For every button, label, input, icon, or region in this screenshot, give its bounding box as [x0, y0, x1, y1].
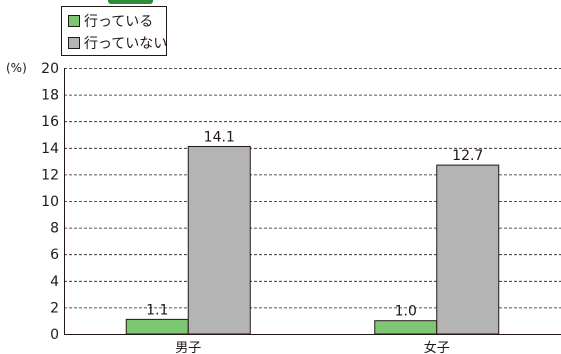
y-tick-label-20: 20 — [41, 61, 59, 77]
legend-item-series-1: 行っていない — [68, 33, 167, 53]
legend-item-series-0: 行っている — [68, 11, 153, 31]
data-label-男子-series-1: 14.1 — [204, 129, 235, 145]
legend-label-series-1: 行っていない — [84, 36, 168, 52]
x-category-label-1: 女子 — [424, 340, 450, 354]
axes — [64, 68, 561, 335]
y-tick-label-4: 4 — [50, 274, 59, 290]
bar-女子-series-0 — [374, 320, 438, 335]
y-tick-label-18: 18 — [41, 88, 59, 104]
y-tick-label-16: 16 — [41, 114, 59, 130]
y-tick-label-12: 12 — [41, 167, 59, 183]
legend: 行っている 行っていない — [61, 6, 167, 56]
legend-label-series-0: 行っている — [84, 14, 154, 30]
bar-女子-series-1 — [436, 164, 500, 335]
y-tick-label-2: 2 — [50, 300, 59, 316]
x-category-label-0: 男子 — [175, 341, 201, 354]
y-axis-unit-label: (%) — [6, 61, 27, 75]
y-tick-label-6: 6 — [50, 247, 59, 263]
bar-男子-series-1 — [187, 145, 251, 335]
legend-tab-decoration — [108, 0, 153, 4]
labels: 0 2 4 6 8 10 12 14 16 18 20 1.1 14.1 男子 1.0 12.7 女子 — [41, 61, 483, 354]
data-label-男子-series-0: 1.1 — [146, 302, 168, 318]
legend-swatch-series-1 — [68, 37, 80, 49]
y-tick-label-0: 0 — [50, 327, 59, 343]
data-label-女子-series-1: 12.7 — [452, 148, 483, 164]
bars — [125, 145, 500, 335]
y-tick-label-14: 14 — [41, 141, 59, 157]
bar-男子-series-0 — [125, 318, 189, 335]
grid-lines — [64, 68, 561, 309]
y-tick-label-8: 8 — [50, 221, 59, 237]
y-tick-label-10: 10 — [41, 194, 59, 210]
legend-swatch-series-0 — [68, 15, 80, 27]
data-label-女子-series-0: 1.0 — [395, 304, 417, 320]
